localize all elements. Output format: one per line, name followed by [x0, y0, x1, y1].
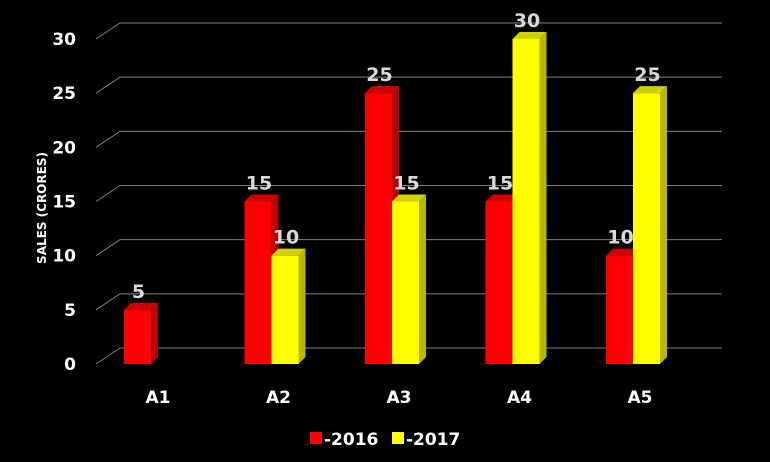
- y-axis-ticks: 0 5 10 15 20 25 30: [52, 30, 76, 375]
- y-tick-label: 10: [52, 247, 76, 267]
- data-label: 25: [634, 64, 660, 86]
- x-tick-label: A1: [146, 388, 171, 408]
- grid-layer: [95, 22, 722, 365]
- legend-item-2016: -2016: [310, 430, 378, 450]
- bar-top-face: [244, 194, 279, 202]
- bar-front-face: [485, 201, 513, 364]
- x-axis-ticks: A1 A2 A3 A4 A5: [146, 388, 653, 408]
- y-tick-label: 5: [64, 301, 76, 321]
- legend-swatch: [392, 432, 404, 444]
- bar-side-face: [151, 302, 158, 364]
- bar-front-face: [365, 93, 392, 365]
- x-tick-label: A2: [266, 388, 291, 408]
- bar-2017-A3: [392, 194, 426, 364]
- y-axis-title: SALES (CRORES): [35, 152, 49, 264]
- legend-label: -2017: [406, 430, 460, 450]
- bar-front-face: [606, 255, 633, 364]
- bar-top-face: [392, 194, 426, 202]
- bar-top-face: [485, 194, 520, 202]
- gridline: [95, 76, 722, 94]
- legend-item-2017: -2017: [392, 430, 460, 450]
- bar-front-face: [124, 309, 151, 364]
- bar-side-face: [419, 194, 426, 364]
- gridline: [95, 22, 722, 40]
- bar-side-face: [539, 32, 547, 364]
- data-label: 30: [514, 10, 540, 32]
- bar-top-face: [271, 248, 306, 256]
- x-tick-label: A5: [628, 388, 653, 408]
- gridline: [95, 130, 722, 148]
- bar-front-face: [392, 201, 419, 364]
- x-tick-label: A3: [387, 388, 412, 408]
- bar-2017-A4: [512, 32, 547, 364]
- bar-top-face: [124, 302, 158, 310]
- data-label: 15: [487, 173, 513, 195]
- bar-2016-A1: [124, 302, 158, 364]
- bar-front-face: [244, 201, 272, 364]
- data-label: 15: [393, 173, 419, 195]
- bar-top-face: [606, 248, 640, 256]
- y-tick-label: 20: [52, 138, 76, 158]
- y-tick-label: 15: [52, 193, 76, 213]
- bar-top-face: [365, 86, 399, 94]
- x-tick-label: A4: [507, 388, 532, 408]
- legend-swatch: [310, 432, 322, 444]
- bar-front-face: [271, 255, 299, 364]
- data-label: 25: [366, 64, 392, 86]
- bar-2017-A2: [271, 248, 306, 364]
- y-tick-label: 25: [52, 84, 76, 104]
- y-tick-label: 0: [64, 355, 76, 375]
- data-label: 15: [246, 173, 272, 195]
- bars-layer: 5 15 10 25 15 15 30 10 25: [124, 10, 667, 365]
- data-label: 5: [132, 281, 145, 303]
- bar-front-face: [512, 39, 540, 364]
- bar-2017-A5: [633, 86, 667, 365]
- data-label: 10: [607, 227, 633, 249]
- legend: -2016 -2017: [310, 430, 460, 450]
- bar-top-face: [512, 32, 547, 39]
- bar-side-face: [660, 86, 667, 365]
- bar-top-face: [633, 86, 667, 94]
- y-tick-label: 30: [52, 30, 76, 50]
- bar-side-face: [298, 248, 306, 364]
- legend-label: -2016: [324, 430, 378, 450]
- bar-front-face: [633, 93, 660, 365]
- data-label: 10: [273, 227, 299, 249]
